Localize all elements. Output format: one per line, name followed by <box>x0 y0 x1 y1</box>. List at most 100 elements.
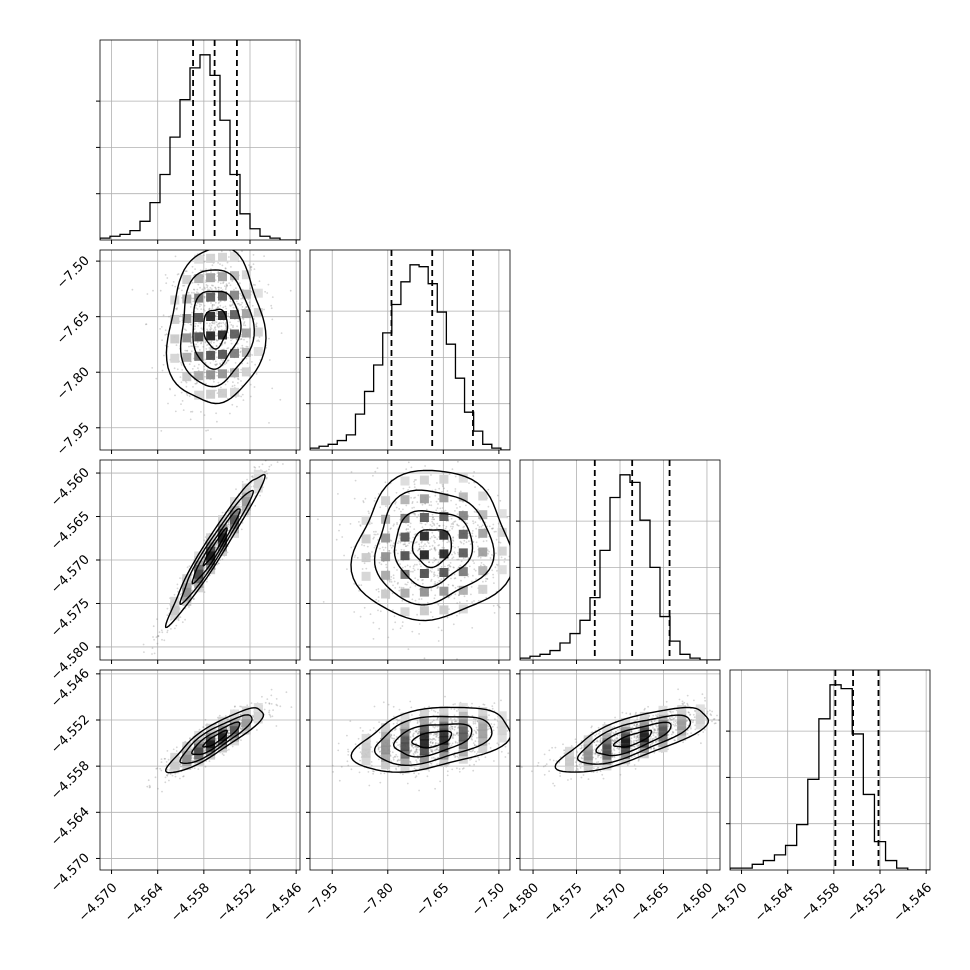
scatter-point <box>215 732 218 734</box>
scatter-point <box>477 545 479 548</box>
density-block <box>206 556 216 566</box>
scatter-point <box>477 600 480 602</box>
scatter-point <box>475 527 478 530</box>
scatter-point <box>534 542 536 544</box>
scatter-point <box>428 752 431 754</box>
scatter-point <box>171 774 174 777</box>
scatter-point <box>417 746 419 748</box>
scatter-point <box>474 521 477 524</box>
scatter-point <box>476 728 479 731</box>
scatter-point <box>453 714 456 717</box>
scatter-point <box>179 616 182 618</box>
scatter-point <box>235 287 237 290</box>
scatter-point <box>268 711 270 714</box>
scatter-point <box>394 502 397 505</box>
scatter-point <box>346 760 349 763</box>
scatter-point <box>436 527 438 530</box>
scatter-point <box>239 282 241 285</box>
scatter-point <box>499 499 502 502</box>
scatter-point <box>523 727 525 729</box>
scatter-point <box>435 733 437 736</box>
scatter-point <box>401 566 404 569</box>
scatter-point <box>448 742 450 745</box>
density-block <box>230 290 239 300</box>
scatter-point <box>372 638 375 640</box>
panel-frame <box>309 249 511 451</box>
scatter-point <box>409 760 411 763</box>
scatter-point <box>474 569 477 572</box>
scatter-point <box>156 635 159 638</box>
scatter-point <box>397 542 399 544</box>
scatter-point <box>422 511 425 514</box>
scatter-point <box>528 544 530 546</box>
scatter-point <box>428 484 431 486</box>
density-block <box>170 601 180 611</box>
scatter-point <box>484 521 487 524</box>
scatter-point <box>364 497 367 500</box>
scatter-point <box>229 328 232 330</box>
scatter-point <box>187 291 190 294</box>
scatter-point <box>393 566 396 569</box>
scatter-point <box>412 733 415 736</box>
scatter-point <box>164 274 167 276</box>
scatter-point <box>221 329 223 331</box>
scatter-point <box>203 414 206 416</box>
scatter-point <box>239 495 242 498</box>
scatter-point <box>377 758 380 761</box>
scatter-point <box>458 768 461 770</box>
scatter-point <box>210 302 212 304</box>
scatter-point <box>285 442 287 444</box>
scatter-point <box>219 300 222 303</box>
scatter-point <box>221 558 224 561</box>
scatter-point <box>410 541 412 543</box>
contours <box>350 469 510 622</box>
scatter-point <box>406 782 409 785</box>
scatter-point <box>417 732 419 735</box>
scatter-point <box>362 501 365 504</box>
scatter-point <box>369 729 372 731</box>
scatter-point <box>492 523 495 526</box>
scatter-point <box>433 573 435 575</box>
scatter-point <box>377 746 380 749</box>
scatter-point <box>456 731 459 734</box>
scatter-point <box>228 726 231 728</box>
scatter-point <box>411 744 414 747</box>
scatter-point <box>430 709 433 711</box>
scatter-point <box>379 750 382 753</box>
y-tick-label: −7.95 <box>54 420 93 459</box>
scatter-point <box>160 430 163 432</box>
scatter-point <box>415 759 417 762</box>
scatter-point <box>197 768 200 770</box>
scatter-point <box>215 321 218 323</box>
scatter-point <box>219 363 222 366</box>
scatter-point <box>506 730 509 732</box>
scatter-point <box>169 619 172 621</box>
density-block <box>478 707 488 717</box>
scatter-point <box>449 562 452 564</box>
scatter-point <box>407 489 410 491</box>
scatter-point <box>192 597 195 600</box>
scatter-point <box>451 545 454 548</box>
density-block <box>182 275 192 285</box>
scatter-point <box>472 722 475 725</box>
scatter-point <box>448 569 450 572</box>
scatter-point <box>265 476 268 479</box>
scatter-point <box>268 709 271 712</box>
scatter-point <box>184 618 187 621</box>
scatter-point <box>404 565 407 568</box>
scatter-point <box>432 737 434 740</box>
scatter-point <box>216 420 218 423</box>
scatter-point <box>157 635 160 638</box>
scatter-point <box>224 285 226 287</box>
scatter-point <box>410 743 413 746</box>
scatter-point <box>388 579 391 582</box>
scatter-point <box>270 703 273 705</box>
scatter-point <box>227 523 230 526</box>
scatter-point <box>446 541 449 544</box>
scatter-point <box>411 745 414 748</box>
scatter-point <box>412 570 414 573</box>
scatter-point <box>412 536 415 539</box>
scatter-point <box>406 564 409 567</box>
scatter-point <box>206 329 209 332</box>
scatter-point <box>433 524 436 526</box>
